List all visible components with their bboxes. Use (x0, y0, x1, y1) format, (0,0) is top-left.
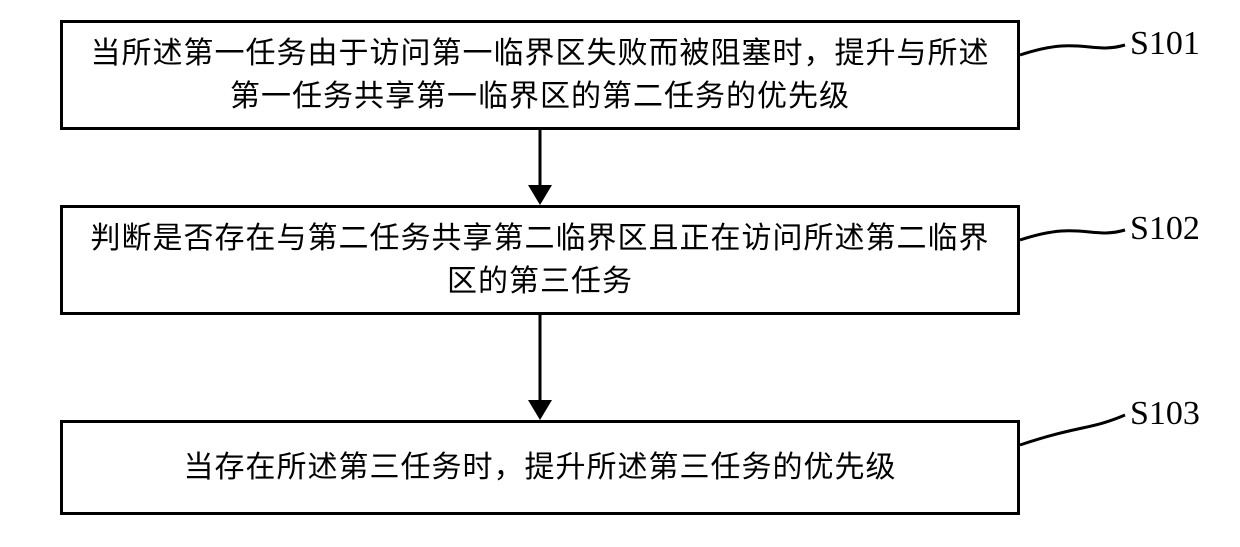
flowchart-canvas: 当所述第一任务由于访问第一临界区失败而被阻塞时，提升与所述第一任务共享第一临界区… (0, 0, 1240, 547)
label-connector-s103 (0, 0, 1240, 547)
